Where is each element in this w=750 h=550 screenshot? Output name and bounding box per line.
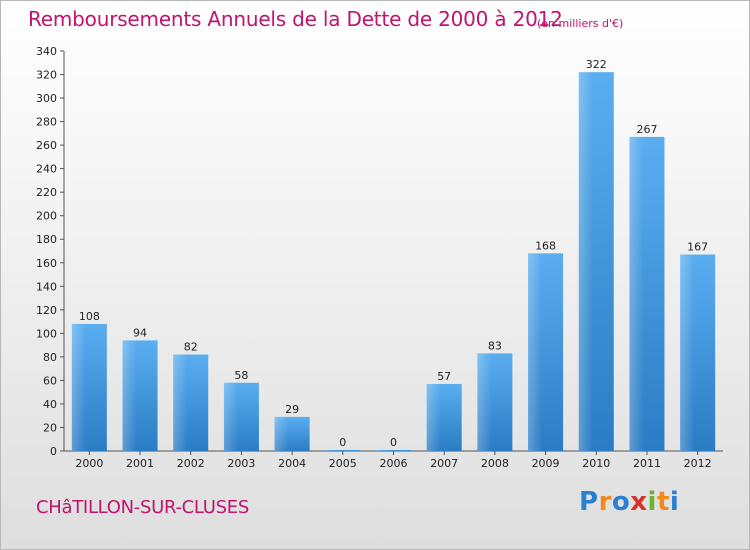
value-label-2008: 83 <box>488 339 502 352</box>
x-tick-label-2009: 2009 <box>532 457 560 470</box>
city-name: CHâTILLON-SUR-CLUSES <box>36 497 249 518</box>
y-tick-label: 280 <box>36 116 57 129</box>
y-tick-label: 260 <box>36 139 57 152</box>
y-tick-label: 220 <box>36 186 57 199</box>
x-tick-label-2010: 2010 <box>582 457 610 470</box>
value-label-2002: 82 <box>184 341 198 354</box>
y-tick-label: 340 <box>36 45 57 58</box>
x-tick-label-2011: 2011 <box>633 457 661 470</box>
value-label-2006: 0 <box>390 436 397 449</box>
value-label-2010: 322 <box>586 58 607 71</box>
y-tick-label: 300 <box>36 92 57 105</box>
y-tick-label: 140 <box>36 280 57 293</box>
bar-shine-2010 <box>578 72 614 452</box>
y-tick-label: 180 <box>36 233 57 246</box>
x-tick-label-2003: 2003 <box>227 457 255 470</box>
y-tick-label: 20 <box>43 421 57 434</box>
y-tick-label: 120 <box>36 304 57 317</box>
x-tick-label-2006: 2006 <box>380 457 408 470</box>
x-tick-label-2012: 2012 <box>684 457 712 470</box>
y-tick-label: 40 <box>43 398 57 411</box>
logo-letter: x <box>630 487 648 517</box>
value-label-2000: 108 <box>79 310 100 323</box>
logo-letter: P <box>579 487 599 517</box>
y-tick-label: 200 <box>36 210 57 223</box>
y-tick-label: 160 <box>36 257 57 270</box>
bar-shine-2011 <box>629 136 665 451</box>
bar-shine-2002 <box>173 354 209 451</box>
bar-shine-2012 <box>680 254 716 451</box>
logo-letter: t <box>656 487 670 517</box>
bar-shine-2003 <box>223 382 259 451</box>
logo-letter: r <box>598 487 612 517</box>
x-tick-label-2004: 2004 <box>278 457 306 470</box>
bar-shine-2001 <box>122 340 158 451</box>
x-tick-label-2000: 2000 <box>75 457 103 470</box>
chart-title: Remboursements Annuels de la Dette de 20… <box>28 7 563 31</box>
bar-shine-2009 <box>528 253 564 451</box>
value-label-2009: 168 <box>535 239 556 252</box>
bar-shine-2008 <box>477 353 513 451</box>
x-tick-label-2008: 2008 <box>481 457 509 470</box>
bar-series: 108 94 82 58 29 0 0 57 83 168 322 267 167 <box>71 58 716 452</box>
x-tick-label-2002: 2002 <box>177 457 205 470</box>
y-tick-label: 100 <box>36 327 57 340</box>
value-label-2007: 57 <box>437 370 451 383</box>
value-label-2011: 267 <box>636 123 657 136</box>
x-tick-label-2005: 2005 <box>329 457 357 470</box>
y-tick-label: 0 <box>50 445 57 458</box>
value-label-2001: 94 <box>133 326 147 339</box>
y-tick-label: 60 <box>43 374 57 387</box>
y-tick-label: 320 <box>36 69 57 82</box>
bar-shine-2000 <box>71 323 107 451</box>
bar-shine-2006 <box>376 450 411 451</box>
value-label-2003: 58 <box>234 369 248 382</box>
x-tick-label-2007: 2007 <box>430 457 458 470</box>
bar-shine-2005 <box>325 450 361 451</box>
proxiti-logo: Proxiti <box>579 487 679 517</box>
logo-letter: i <box>647 487 657 517</box>
logo-letter: i <box>669 487 680 517</box>
bar-shine-2007 <box>426 383 462 451</box>
y-tick-label: 240 <box>36 163 57 176</box>
y-tick-label: 80 <box>43 351 57 364</box>
chart-subtitle: (en milliers d'€) <box>537 17 624 30</box>
x-tick-label-2001: 2001 <box>126 457 154 470</box>
value-label-2005: 0 <box>339 436 346 449</box>
value-label-2004: 29 <box>285 403 299 416</box>
logo-letter: o <box>611 487 631 517</box>
value-label-2012: 167 <box>687 241 708 254</box>
chart-axes: 0 20 40 60 80 100 120 140 160 180 200 220 240 260 280 3… <box>36 45 723 470</box>
bar-shine-2004 <box>274 416 310 451</box>
